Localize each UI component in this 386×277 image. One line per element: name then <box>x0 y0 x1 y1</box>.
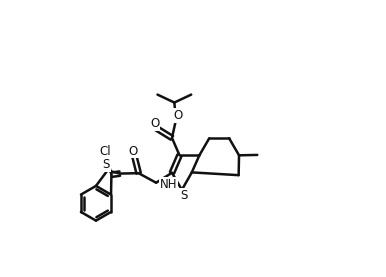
Text: O: O <box>151 117 160 130</box>
Text: NH: NH <box>160 178 178 191</box>
Text: S: S <box>102 158 110 171</box>
Text: O: O <box>173 109 183 122</box>
Text: O: O <box>129 145 138 158</box>
Text: Cl: Cl <box>100 145 112 158</box>
Text: S: S <box>180 189 187 202</box>
